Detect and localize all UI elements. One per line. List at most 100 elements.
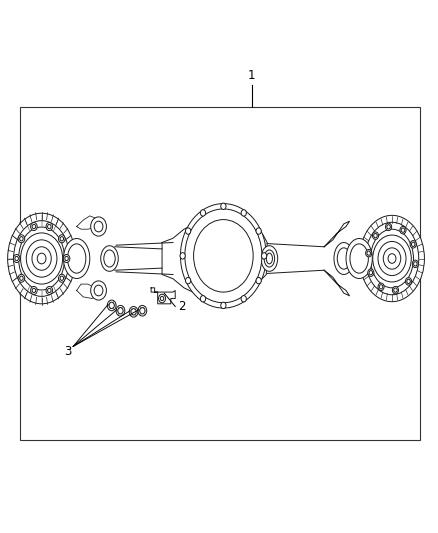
Bar [20,107,420,440]
Circle shape [401,228,405,232]
Circle shape [369,271,373,275]
Circle shape [200,209,206,216]
Ellipse shape [14,221,70,296]
Circle shape [48,288,51,293]
Circle shape [406,278,412,285]
Circle shape [374,233,377,238]
Ellipse shape [337,248,350,269]
Circle shape [59,235,65,243]
Circle shape [185,209,262,303]
Circle shape [18,235,25,243]
Circle shape [91,217,106,236]
Circle shape [31,286,37,294]
Circle shape [385,223,392,231]
Polygon shape [324,221,350,247]
Ellipse shape [64,239,90,279]
Ellipse shape [360,215,424,302]
Ellipse shape [101,246,118,271]
Circle shape [394,288,397,292]
Polygon shape [324,270,350,296]
Circle shape [65,256,68,261]
Circle shape [60,276,64,280]
Circle shape [378,283,384,290]
Circle shape [411,242,415,246]
Circle shape [140,308,145,314]
Polygon shape [115,247,162,270]
Ellipse shape [346,239,372,279]
Circle shape [185,228,191,235]
Text: 1: 1 [248,69,256,82]
Circle shape [256,277,261,284]
Polygon shape [267,244,324,273]
Circle shape [32,288,35,293]
Circle shape [59,274,65,282]
Circle shape [32,224,35,229]
Ellipse shape [104,250,115,267]
Circle shape [241,209,246,216]
Polygon shape [116,243,173,274]
Circle shape [118,308,123,314]
Circle shape [378,241,406,276]
Circle shape [261,253,267,259]
Circle shape [194,220,253,292]
Circle shape [131,309,136,315]
Circle shape [20,237,23,241]
Circle shape [129,306,138,317]
Circle shape [392,286,399,294]
Circle shape [383,248,401,269]
Circle shape [32,247,51,270]
Circle shape [373,235,411,282]
Circle shape [400,227,406,234]
Circle shape [15,256,18,261]
Ellipse shape [264,250,275,267]
Circle shape [94,221,103,232]
Circle shape [200,296,205,302]
Circle shape [31,223,37,231]
Circle shape [366,249,372,257]
Circle shape [221,203,226,209]
Ellipse shape [365,222,419,295]
Circle shape [185,277,191,284]
Ellipse shape [266,253,272,264]
Circle shape [60,237,64,241]
Circle shape [180,204,266,308]
Circle shape [21,233,63,284]
Circle shape [13,255,20,263]
Ellipse shape [350,244,368,273]
Circle shape [372,232,378,239]
Circle shape [91,281,106,300]
Circle shape [180,253,185,259]
Circle shape [410,240,416,248]
Ellipse shape [204,227,243,285]
Circle shape [241,296,246,302]
Circle shape [48,224,51,229]
Circle shape [18,274,25,282]
Circle shape [116,305,125,316]
Ellipse shape [371,229,413,288]
Circle shape [46,286,53,294]
Ellipse shape [334,243,354,274]
Circle shape [20,276,23,280]
Circle shape [388,254,396,263]
Text: 3: 3 [64,345,71,358]
Circle shape [26,240,57,277]
Circle shape [107,300,116,311]
Circle shape [379,285,383,289]
Text: 2: 2 [178,300,186,313]
Circle shape [368,269,374,277]
Polygon shape [151,288,175,304]
Circle shape [37,253,46,264]
Polygon shape [77,284,99,298]
Circle shape [367,251,371,255]
Ellipse shape [67,244,86,273]
Circle shape [256,228,261,235]
Ellipse shape [7,213,76,304]
Polygon shape [77,216,101,229]
Circle shape [94,285,103,296]
Circle shape [412,260,418,268]
Circle shape [221,302,226,309]
Circle shape [387,225,390,229]
Ellipse shape [18,227,64,290]
Circle shape [138,305,147,316]
Polygon shape [162,220,267,297]
